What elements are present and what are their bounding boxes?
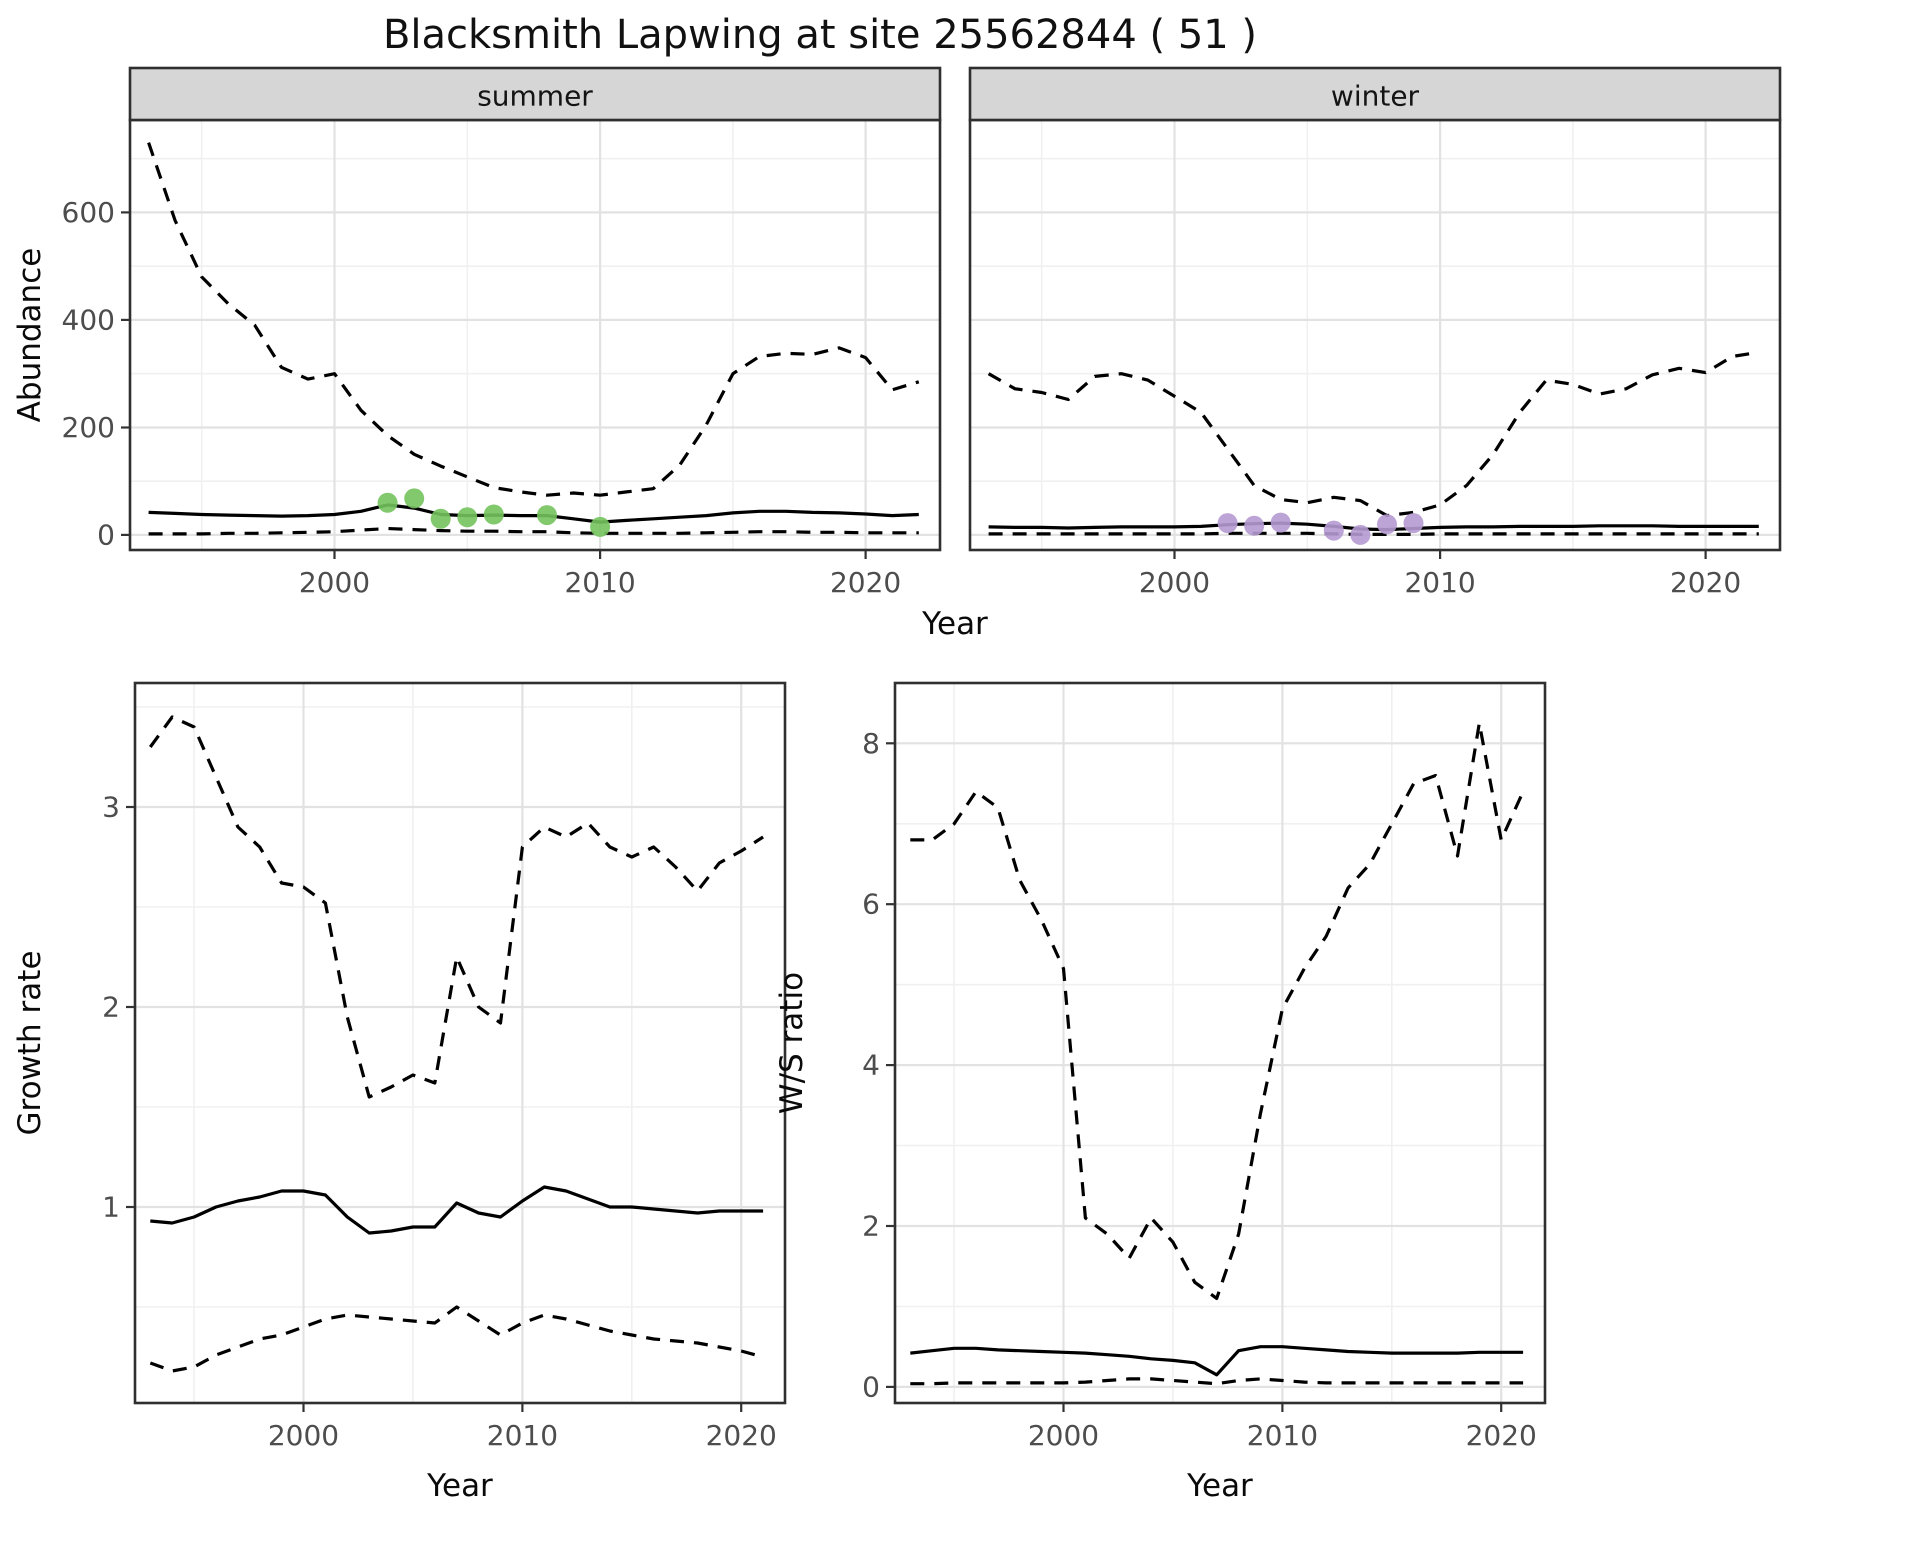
winter-abundance-panel: winter 2000 2010 2020 — [955, 66, 1805, 604]
summer-observation-point — [404, 488, 425, 509]
x-tick-label: 2020 — [1670, 566, 1741, 599]
ws-ratio-panel: 2000 2010 2020 0 2 4 6 8 — [800, 665, 1573, 1465]
y-tick-label: 8 — [862, 727, 880, 760]
x-tick-label: 2020 — [1466, 1419, 1537, 1452]
x-tick-label: 2010 — [1247, 1419, 1318, 1452]
y-tick-label: 400 — [62, 303, 115, 336]
facet-strip — [968, 66, 1782, 122]
winter-median-line — [988, 521, 1759, 532]
y-tick-label: 0 — [862, 1370, 880, 1403]
growth_rate-median-line — [150, 1185, 764, 1235]
ws-x-axis-title: Year — [1187, 1468, 1253, 1504]
summer-observation-point — [590, 516, 611, 537]
summer-observation-point — [537, 505, 557, 526]
ws_ratio-lower-ci-line — [910, 1377, 1524, 1386]
summer-abundance-panel: summer 2000 2010 2020 0 200 400 600 — [20, 66, 960, 604]
summer-observation-point — [457, 507, 478, 528]
y-tick-label: 200 — [62, 411, 115, 444]
facet-strip — [128, 66, 942, 122]
x-tick-label: 2010 — [487, 1419, 558, 1452]
ws_ratio-upper-ci-line — [910, 721, 1525, 1301]
summer-lower-ci-line — [148, 526, 919, 536]
winter-observation-point — [1270, 512, 1291, 533]
y-tick-label: 2 — [862, 1210, 880, 1243]
panel-border — [133, 681, 787, 1405]
summer-median-line — [148, 503, 919, 524]
panel-background — [970, 120, 1780, 550]
growth-x-axis-title: Year — [427, 1468, 493, 1504]
x-tick-label: 2010 — [1404, 566, 1475, 599]
winter-observation-point — [1350, 524, 1371, 545]
x-tick-label: 2000 — [268, 1419, 339, 1452]
panel-background — [135, 683, 785, 1403]
growth-rate-panel: 2000 2010 2020 1 2 3 — [40, 665, 813, 1465]
x-tick-label: 2020 — [706, 1419, 777, 1452]
x-tick-label: 2010 — [564, 566, 635, 599]
winter-observation-point — [1217, 513, 1238, 534]
summer-upper-ci-line — [147, 142, 920, 497]
winter-observation-point — [1244, 515, 1265, 536]
panel-border — [893, 681, 1547, 1405]
y-tick-label: 0 — [97, 518, 115, 551]
growth_rate-lower-ci-line — [149, 1305, 764, 1373]
facet-strip-label: summer — [477, 80, 593, 113]
x-tick-label: 2000 — [1028, 1419, 1099, 1452]
y-tick-label: 1 — [102, 1191, 120, 1224]
y-tick-label: 2 — [102, 991, 120, 1024]
y-tick-label: 6 — [862, 888, 880, 921]
winter-lower-ci-line — [988, 531, 1759, 536]
winter-observation-point — [1377, 514, 1397, 535]
x-tick-label: 2000 — [299, 566, 370, 599]
panel-background — [895, 683, 1545, 1403]
ws_ratio-median-line — [910, 1345, 1524, 1377]
panel-background — [130, 120, 940, 550]
winter-upper-ci-line — [987, 350, 1760, 518]
x-tick-label: 2020 — [830, 566, 901, 599]
facet-strip-label: winter — [1331, 80, 1420, 113]
winter-observation-point — [1323, 520, 1344, 541]
summer-observation-point — [483, 504, 504, 525]
top-x-axis-title: Year — [922, 606, 988, 642]
summer-observation-point — [430, 508, 451, 529]
y-tick-label: 600 — [62, 196, 115, 229]
winter-observation-point — [1403, 513, 1424, 534]
y-tick-label: 4 — [862, 1049, 880, 1082]
y-tick-label: 3 — [102, 791, 120, 824]
summer-observation-point — [377, 492, 398, 513]
figure-title: Blacksmith Lapwing at site 25562844 ( 51… — [382, 12, 1258, 58]
x-tick-label: 2000 — [1139, 566, 1210, 599]
